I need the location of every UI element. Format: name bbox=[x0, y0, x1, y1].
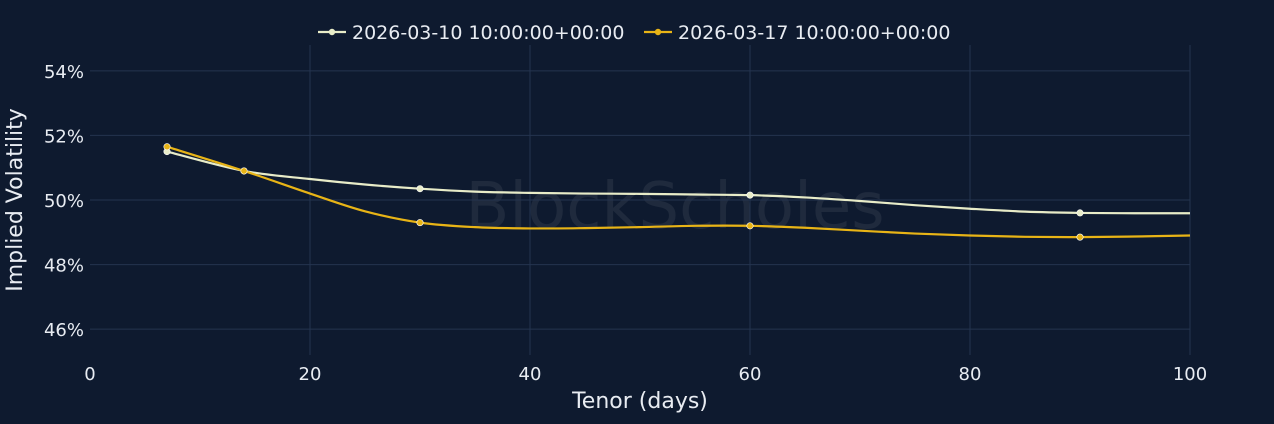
series-2-point bbox=[746, 222, 754, 230]
series-1-point bbox=[416, 185, 424, 193]
legend-label-2: 2026-03-17 10:00:00+00:00 bbox=[678, 22, 950, 44]
x-axis-ticks: 0 20 40 60 80 100 bbox=[84, 364, 1207, 385]
y-tick-label: 50% bbox=[44, 191, 84, 212]
watermark: BlockScholes bbox=[465, 170, 884, 244]
x-tick-label: 20 bbox=[299, 364, 322, 385]
x-tick-label: 40 bbox=[519, 364, 542, 385]
x-axis-title: Tenor (days) bbox=[571, 389, 708, 414]
x-tick-label: 100 bbox=[1173, 364, 1207, 385]
series-line-1 bbox=[166, 150, 1191, 215]
y-tick-label: 46% bbox=[44, 320, 84, 341]
legend-label-1: 2026-03-10 10:00:00+00:00 bbox=[352, 22, 624, 44]
legend-marker-2 bbox=[654, 28, 662, 36]
y-axis-title: Implied Volatility bbox=[3, 108, 28, 292]
x-tick-label: 0 bbox=[84, 364, 95, 385]
series-2-point bbox=[416, 219, 424, 227]
series-2-point bbox=[163, 143, 171, 151]
series-1-point bbox=[746, 191, 754, 199]
series-1-point bbox=[1076, 209, 1084, 217]
y-tick-label: 54% bbox=[44, 62, 84, 83]
series-2-point bbox=[1076, 233, 1084, 241]
series-2-point bbox=[240, 167, 248, 175]
y-tick-label: 52% bbox=[44, 126, 84, 147]
series-layer bbox=[163, 143, 1191, 241]
y-tick-label: 48% bbox=[44, 256, 84, 277]
x-tick-label: 60 bbox=[739, 364, 762, 385]
x-tick-label: 80 bbox=[959, 364, 982, 385]
legend-marker-1 bbox=[328, 28, 336, 36]
series-line-2 bbox=[166, 145, 1191, 239]
grid bbox=[90, 45, 1191, 355]
y-axis-ticks: 46% 48% 50% 52% 54% bbox=[44, 62, 84, 341]
legend: 2026-03-10 10:00:00+00:00 2026-03-17 10:0… bbox=[318, 22, 950, 44]
